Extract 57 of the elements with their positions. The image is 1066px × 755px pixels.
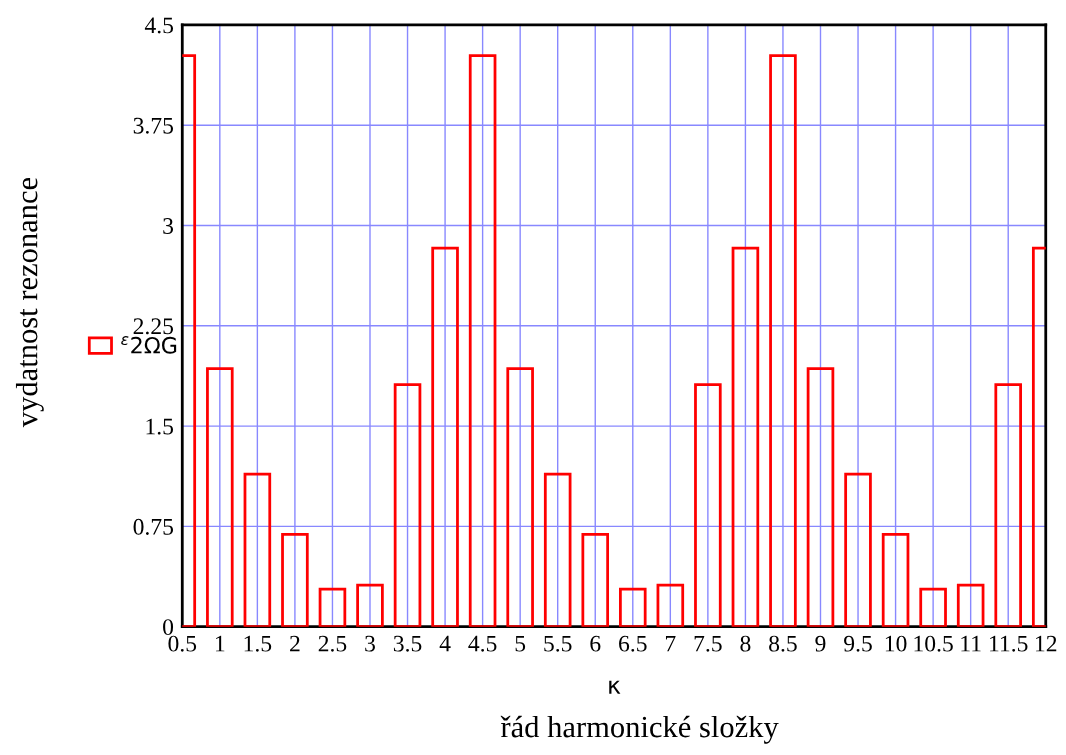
bar: [506, 367, 534, 627]
x-tick-label: 6.5: [619, 635, 647, 652]
x-tick-label: 0.5: [168, 635, 197, 652]
x-tick-label: 7: [665, 635, 676, 652]
y-tick-label: 1.5: [146, 418, 174, 435]
x-tick-label: 9.5: [844, 635, 872, 652]
bar: [468, 54, 497, 627]
y-tick-label: 4.5: [144, 17, 174, 34]
bar: [281, 532, 309, 627]
bar: [356, 583, 384, 627]
bar: [769, 54, 797, 627]
bar: [581, 532, 610, 627]
x-tick-label: 4.5: [468, 635, 497, 652]
bar: [881, 532, 910, 627]
x-tick-label: 11.5: [990, 635, 1028, 652]
y-tick-label: 0.75: [133, 518, 174, 535]
bar: [318, 587, 347, 627]
x-tick-label: 7.5: [694, 635, 722, 652]
x-tick-label: 5.5: [544, 635, 572, 652]
y-axis-title: vydatnost rezonance: [15, 177, 44, 428]
y-tick-label: 2.25: [133, 318, 174, 335]
text: řád harmonické složky: [500, 715, 779, 744]
x-tick-label: 4: [439, 635, 451, 652]
x-axis-title: κ: [609, 680, 621, 694]
x-tick-label: 2: [290, 635, 300, 652]
bar: [243, 472, 272, 627]
bar: [994, 383, 1022, 627]
x-tick-label: 1.5: [244, 635, 272, 652]
x-tick-label: 6: [590, 635, 601, 652]
bar: [844, 472, 872, 627]
bar: [431, 246, 459, 627]
bar: [694, 383, 722, 627]
x-tick-label: 9: [815, 635, 826, 652]
legend-label: $^{ε}$2ΩG: [121, 336, 177, 354]
y-tick-label: 3.75: [133, 117, 174, 134]
x-tick-label: 1: [216, 635, 225, 652]
x-tick-label: 3.5: [393, 635, 422, 652]
x-tick-label: 10: [885, 635, 907, 652]
x-tick-label: 5: [515, 635, 526, 652]
x-tick-label: 3: [365, 635, 375, 652]
x-tick-label: 8.5: [769, 635, 797, 652]
bar: [393, 383, 422, 627]
bar: [731, 246, 760, 627]
bar: [543, 472, 572, 627]
bar: [956, 583, 985, 627]
y-tick-label: 3: [163, 218, 174, 234]
bar: [619, 587, 647, 627]
bar: [919, 587, 947, 627]
x-tick-label: 8: [740, 635, 751, 652]
y-tick-label: 0: [163, 619, 174, 636]
bar: [656, 583, 685, 627]
bar: [206, 367, 234, 627]
x-tick-label: 2.5: [318, 635, 347, 652]
x-tick-label: 11: [961, 635, 981, 652]
x-tick-label: 10.5: [914, 635, 953, 652]
x-tick-label: 12: [1036, 635, 1057, 652]
bar: [806, 367, 835, 627]
